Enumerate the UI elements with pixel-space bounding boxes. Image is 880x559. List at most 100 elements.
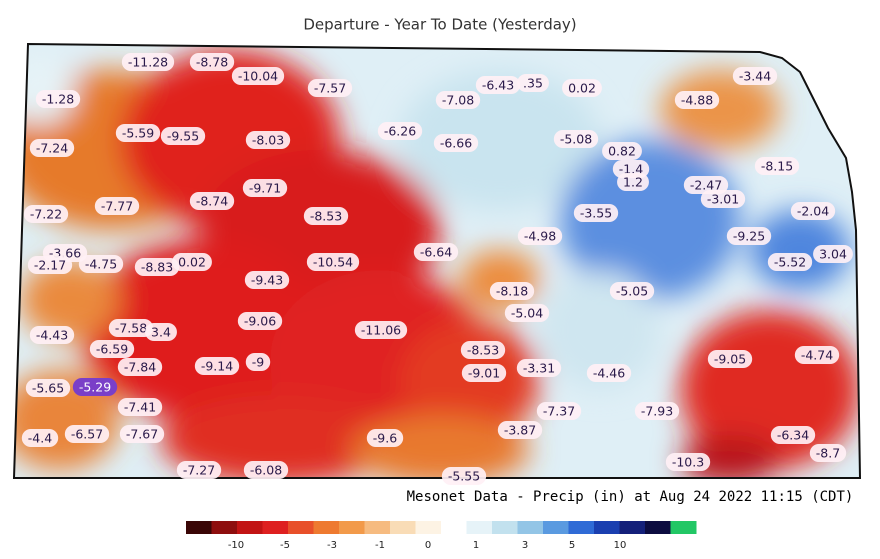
legend-swatch <box>390 521 416 534</box>
station: -5.04 <box>504 304 550 322</box>
station-value: -2.04 <box>797 204 829 219</box>
station-value: -10.04 <box>238 69 278 84</box>
station: -7.58 <box>108 319 154 337</box>
station-badge <box>586 364 632 382</box>
station-value: -11.06 <box>361 323 401 338</box>
station-value: -5.55 <box>448 469 480 484</box>
station-badge <box>354 321 408 339</box>
station-value: -5.29 <box>79 380 111 395</box>
station-value: -6.08 <box>250 463 282 478</box>
station: -4.88 <box>674 91 720 109</box>
station-badge <box>366 429 404 447</box>
station: -7.77 <box>94 197 140 215</box>
station-badge <box>517 74 549 92</box>
legend-swatch <box>517 521 544 534</box>
station: -8.15 <box>754 157 800 175</box>
station: -8.53 <box>460 341 506 359</box>
station-badge <box>119 425 165 443</box>
legend-swatch <box>237 521 263 534</box>
station-badge <box>707 350 753 368</box>
station-badge <box>72 378 118 396</box>
station-value: 1.2 <box>623 175 643 190</box>
station-badge <box>460 341 506 359</box>
station: -7.37 <box>536 402 582 420</box>
station-badge <box>108 319 154 337</box>
station-value: -4.88 <box>681 93 713 108</box>
station-value: -9.05 <box>714 352 746 367</box>
station-value: -6.34 <box>777 428 809 443</box>
station-value: -4.75 <box>85 257 117 272</box>
station-badge <box>497 421 543 439</box>
station-value: -4.98 <box>524 229 556 244</box>
station-value: -8.03 <box>252 133 284 148</box>
station: 0.02 <box>172 253 212 271</box>
legend-tick-label: 10 <box>614 540 627 551</box>
station: -4.74 <box>794 346 840 364</box>
station: -6.57 <box>64 425 110 443</box>
station: 0.02 <box>562 79 602 97</box>
station: -8.74 <box>189 192 235 210</box>
station-value: 0.02 <box>178 255 206 270</box>
station: -3.55 <box>573 204 619 222</box>
station-badge <box>433 134 479 152</box>
station: -3.31 <box>516 359 562 377</box>
state-outline <box>12 42 862 479</box>
station: -5.59 <box>115 124 161 142</box>
legend-swatch <box>339 521 365 534</box>
station-value: -4.46 <box>593 366 625 381</box>
station-badge <box>231 67 285 85</box>
station-value: -7.24 <box>36 141 68 156</box>
station-badge <box>134 258 180 276</box>
station: -5.05 <box>609 282 655 300</box>
station-badge <box>377 122 423 140</box>
station-badge <box>244 271 290 289</box>
station-value: -1.28 <box>42 92 74 107</box>
legend-tick-label: -10 <box>228 540 244 551</box>
station-value: -8.74 <box>196 194 228 209</box>
station-badge <box>553 130 599 148</box>
station-badge <box>145 323 177 341</box>
legend-swatch <box>441 521 467 534</box>
station-labels: -11.28 -8.78 -10.04 -7.57 -1.28 -7.08 -6.43 .35… <box>21 53 853 485</box>
station-value: -3.55 <box>580 206 612 221</box>
station-badge <box>117 358 163 376</box>
station: -7.27 <box>176 461 222 479</box>
station-badge <box>732 67 778 85</box>
station-badge <box>29 139 75 157</box>
legend-swatch <box>364 521 391 534</box>
station-badge <box>64 425 110 443</box>
data-source: Mesonet Data - Precip (in) at Aug 24 202… <box>407 489 854 505</box>
station: -5.29 <box>72 378 118 396</box>
station: 3.4 <box>145 323 177 341</box>
station-value: 0.82 <box>608 144 636 159</box>
precip-field <box>14 44 860 478</box>
legend-tick-label: -5 <box>280 540 290 551</box>
station: -4.4 <box>21 429 59 447</box>
station-badge <box>23 205 69 223</box>
station: -7.84 <box>117 358 163 376</box>
station-value: -8.78 <box>196 55 228 70</box>
legend-swatch <box>543 521 569 534</box>
station-badge <box>237 312 283 330</box>
station-badge <box>189 53 235 71</box>
station-value: 3.4 <box>151 325 171 340</box>
station-badge <box>89 340 135 358</box>
station-value: -7.67 <box>126 427 158 442</box>
legend-swatch <box>288 521 314 534</box>
station: -6.43 <box>475 76 521 94</box>
station-value: -7.41 <box>124 400 156 415</box>
station: -7.41 <box>117 398 163 416</box>
station-badge <box>489 282 535 300</box>
station: -6.64 <box>413 243 459 261</box>
station-value: -1.4 <box>619 162 643 177</box>
station-value: -9.55 <box>167 129 199 144</box>
station-value: -3.44 <box>739 69 771 84</box>
station-badge <box>562 79 602 97</box>
station-value: -5.05 <box>616 284 648 299</box>
station-badge <box>160 127 206 145</box>
station: -7.57 <box>307 79 353 97</box>
station: -5.55 <box>441 467 487 485</box>
station: -4.75 <box>78 255 124 273</box>
station-badge <box>245 131 291 149</box>
map-title: Departure - Year To Date (Yesterday) <box>303 16 576 34</box>
